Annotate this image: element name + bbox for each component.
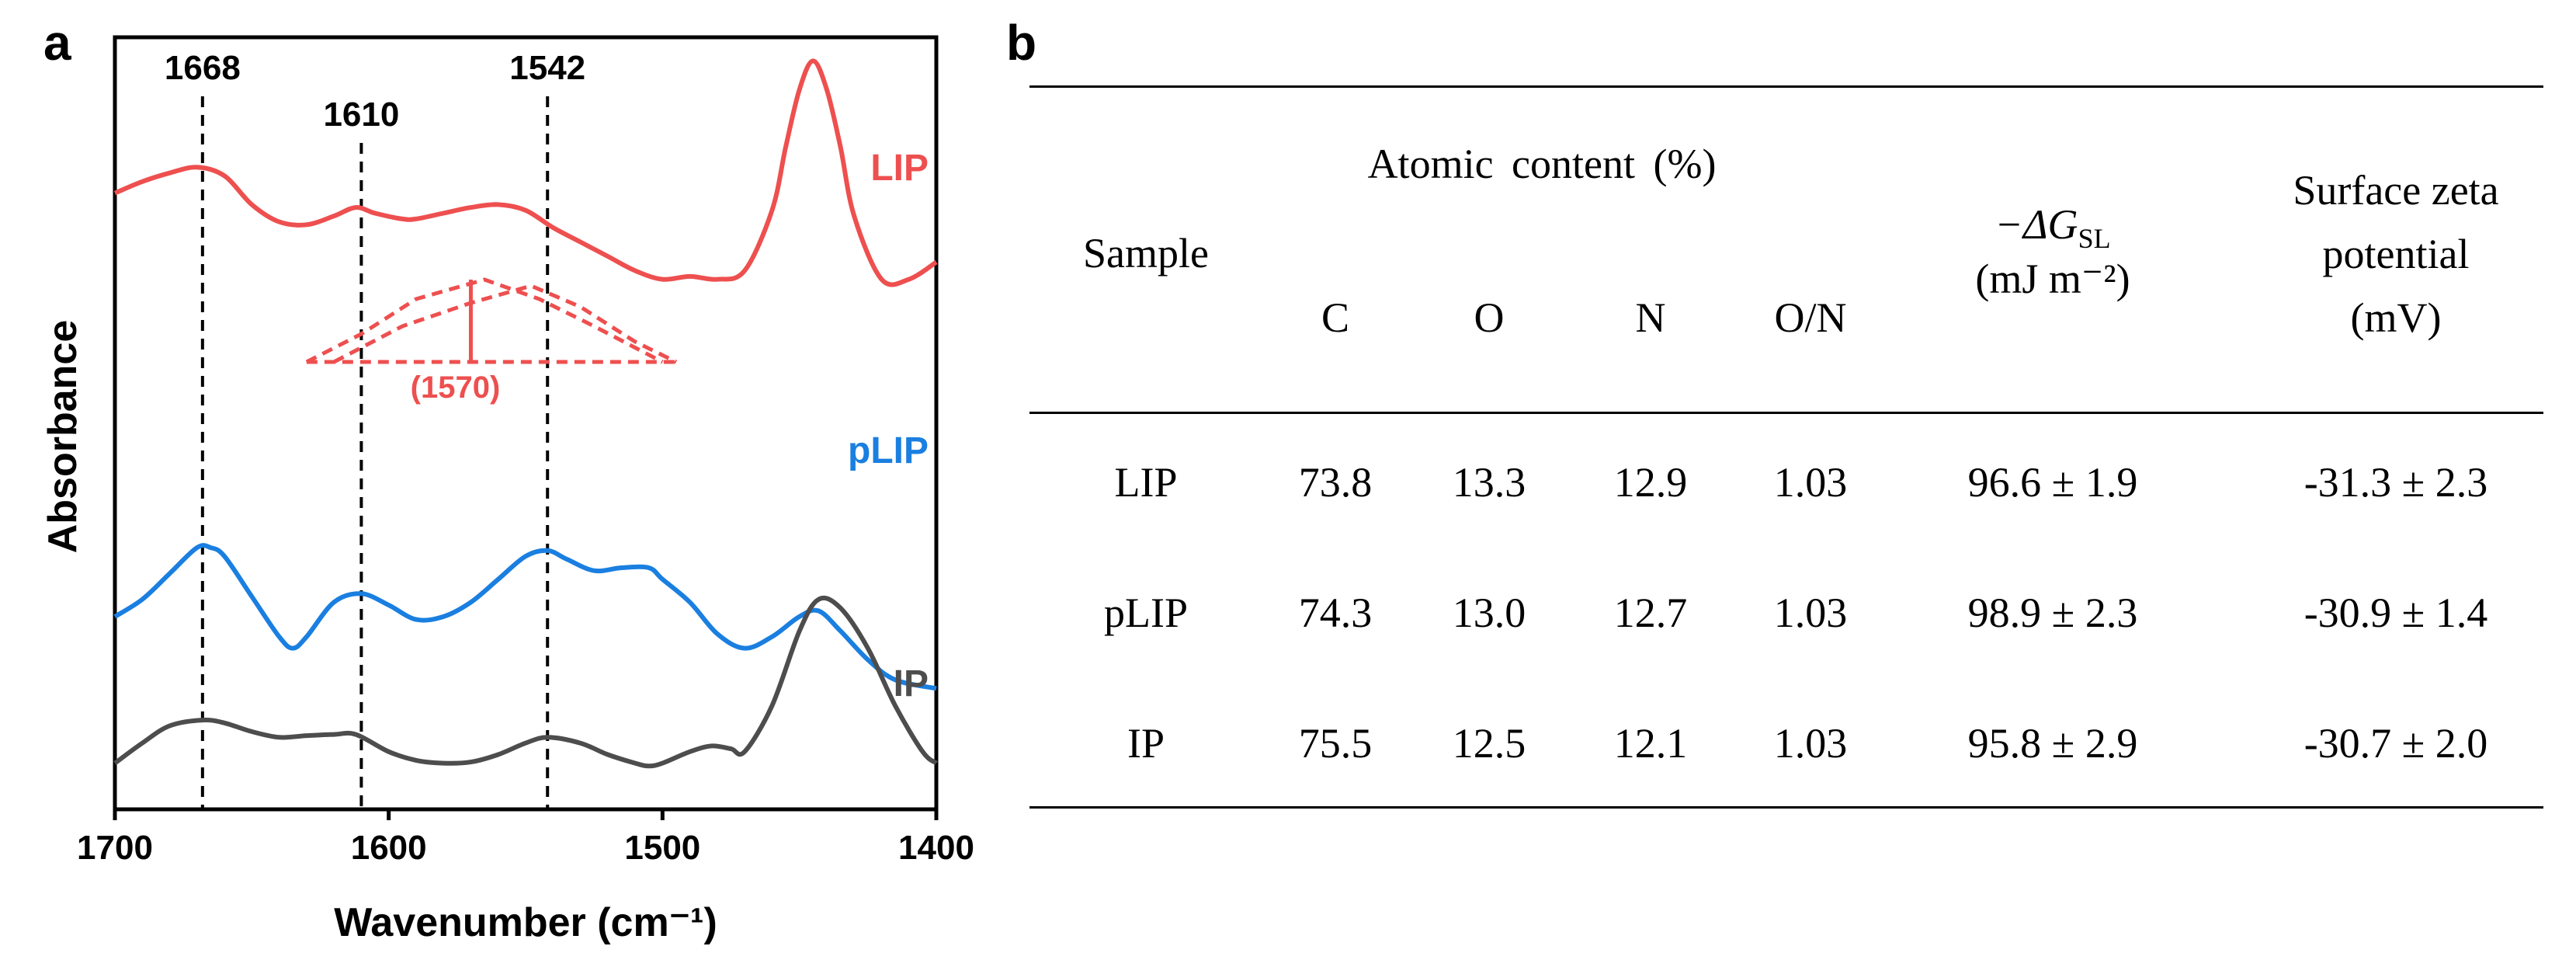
- row-lip-zeta: -31.3 ± 2.3: [2303, 459, 2488, 506]
- row-ip-dg: 95.8 ± 2.9: [1967, 720, 2138, 767]
- header-zeta-line2: potential: [2322, 231, 2470, 277]
- row-lip-c: 73.8: [1298, 459, 1373, 506]
- header-zeta-line1: Surface zeta: [2293, 167, 2499, 214]
- header-on: O/N: [1774, 294, 1847, 341]
- row-lip-o: 13.3: [1452, 459, 1526, 506]
- table-top-rule: [1029, 85, 2543, 88]
- row-ip-o: 12.5: [1452, 720, 1526, 767]
- delta-g-subscript: SL: [2078, 222, 2111, 254]
- ref-label-1668: 1668: [165, 49, 241, 87]
- ftir-chart: 1668 1610 1542 (1570) LIP pLIP IP 1700 1600 15…: [40, 35, 974, 945]
- table-header-rule: [1029, 412, 2543, 414]
- row-lip-on: 1.03: [1773, 459, 1848, 506]
- deconv-label: (1570): [411, 370, 501, 405]
- deconv-peak-1: [305, 277, 664, 364]
- ref-label-1542: 1542: [509, 49, 585, 87]
- row-ip-zeta: -30.7 ± 2.0: [2303, 720, 2488, 767]
- series-ip-label: IP: [894, 663, 929, 704]
- header-delta-g: −ΔGSL: [1994, 200, 2110, 263]
- row-lip-dg: 96.6 ± 1.9: [1967, 459, 2138, 506]
- x-tick-label-1400: 1400: [898, 829, 974, 867]
- ref-label-1610: 1610: [323, 96, 399, 134]
- row-plip-o: 13.0: [1452, 590, 1526, 636]
- row-ip-on: 1.03: [1773, 720, 1848, 767]
- row-plip-zeta: -30.9 ± 1.4: [2303, 590, 2488, 636]
- series-plip-line: [113, 543, 937, 691]
- row-plip-n: 12.7: [1613, 590, 1688, 636]
- row-ip-n: 12.1: [1613, 720, 1688, 767]
- header-o: O: [1474, 294, 1505, 341]
- atomic-content-table: Sample Atomic content (%) C O N O/N −ΔGS…: [1029, 85, 2543, 809]
- table-bottom-rule: [1029, 806, 2543, 809]
- x-tick-label-1500: 1500: [624, 829, 700, 867]
- series-plip-label: pLIP: [848, 430, 929, 471]
- x-tick-label-1700: 1700: [77, 829, 153, 867]
- plot-frame: [113, 35, 939, 812]
- row-ip-sample: IP: [1127, 720, 1165, 767]
- header-delta-g-unit: (mJ m⁻²): [1975, 256, 2130, 302]
- row-plip-on: 1.03: [1773, 590, 1848, 636]
- series-lip-label: LIP: [870, 148, 929, 189]
- row-plip-sample: pLIP: [1104, 590, 1188, 636]
- header-n: N: [1635, 294, 1666, 341]
- row-plip-dg: 98.9 ± 2.3: [1967, 590, 2138, 636]
- header-sample: Sample: [1083, 230, 1209, 277]
- header-c: C: [1321, 294, 1350, 341]
- y-axis-label: Absorbance: [40, 320, 85, 554]
- row-ip-c: 75.5: [1298, 720, 1373, 767]
- row-plip-c: 74.3: [1298, 590, 1373, 636]
- series-ip-line: [113, 595, 938, 769]
- x-tick-label-1600: 1600: [351, 829, 427, 867]
- panel-a-label: a: [43, 15, 71, 71]
- header-atomic-content: Atomic content (%): [1367, 141, 1717, 187]
- row-lip-n: 12.9: [1613, 459, 1688, 506]
- panel-b-label: b: [1006, 15, 1037, 71]
- deconv-peak-2: [332, 283, 678, 364]
- row-lip-sample: LIP: [1114, 459, 1178, 506]
- series-lip-line: [113, 58, 938, 287]
- x-axis-label: Wavenumber (cm⁻¹): [334, 900, 717, 945]
- delta-g-symbol: −ΔG: [1994, 201, 2078, 248]
- header-zeta-line3: (mV): [2350, 294, 2442, 341]
